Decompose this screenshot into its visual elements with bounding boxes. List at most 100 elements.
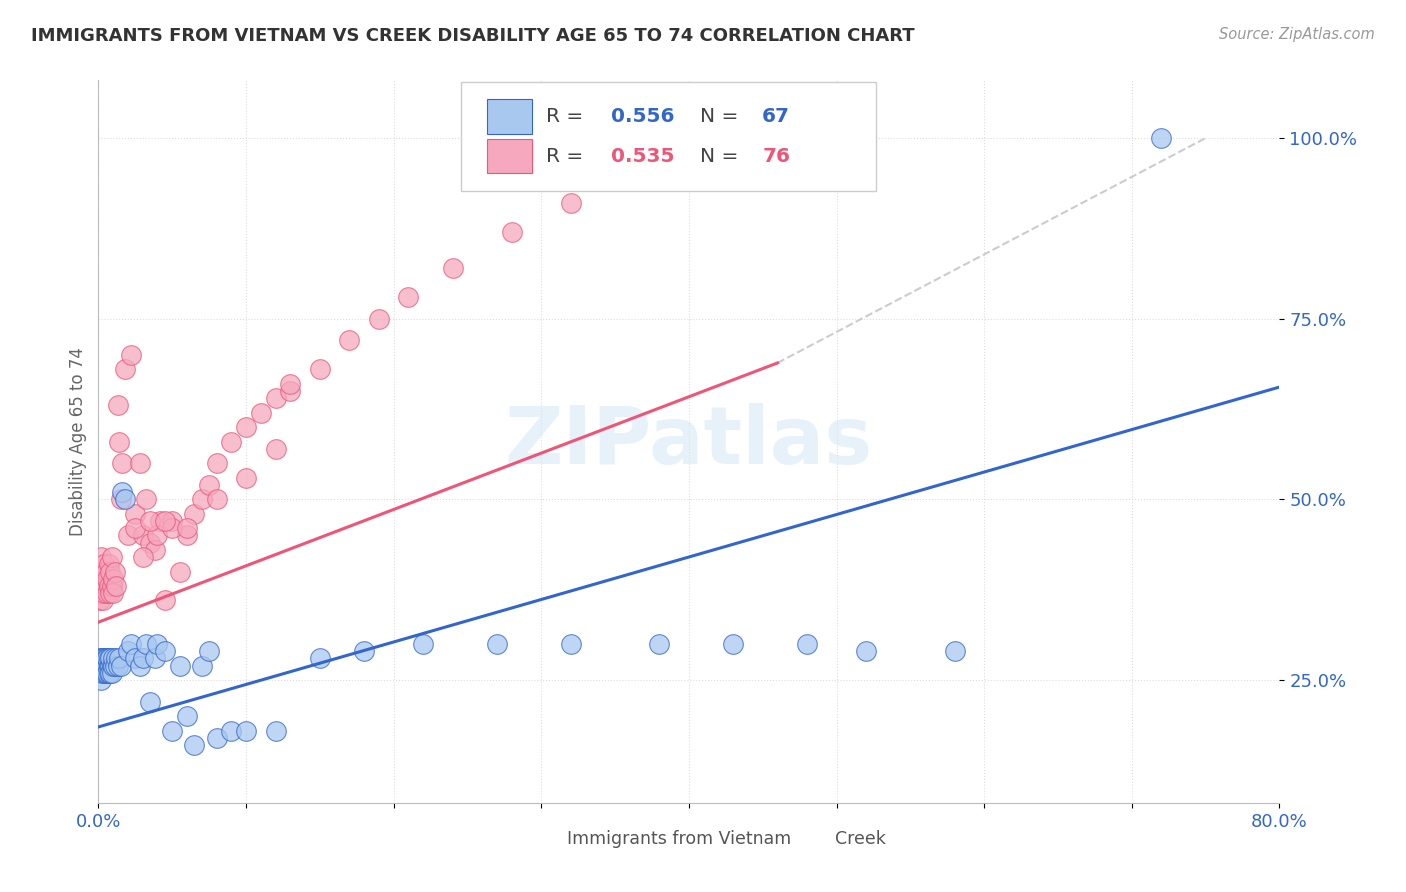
Point [111,456,134,470]
Point [110,658,132,673]
Point [309,651,332,665]
Point [398,290,420,304]
Point [143,651,166,665]
Point [139,695,162,709]
Point [107,658,129,673]
Point [198,478,221,492]
Point [91,651,114,665]
Point [91,565,114,579]
Point [103,572,125,586]
Point [264,723,287,738]
Point [91,579,114,593]
Point [93,586,115,600]
Point [560,196,582,211]
Point [89,651,111,665]
Point [120,348,142,362]
Point [90,550,112,565]
Text: Immigrants from Vietnam: Immigrants from Vietnam [567,830,792,847]
Point [264,391,287,405]
Point [111,485,134,500]
Point [153,514,176,528]
Text: Source: ZipAtlas.com: Source: ZipAtlas.com [1219,27,1375,42]
Point [93,651,115,665]
Point [97,651,120,665]
Point [103,586,125,600]
Point [120,637,142,651]
Point [94,665,117,680]
FancyBboxPatch shape [486,99,531,134]
Point [100,579,122,593]
Point [96,658,118,673]
Point [132,651,155,665]
Point [368,311,391,326]
Text: R =: R = [546,146,589,166]
Point [221,434,243,449]
Text: Creek: Creek [835,830,886,847]
Point [96,586,118,600]
Point [98,658,121,673]
Text: R =: R = [546,107,589,126]
Point [90,586,112,600]
Point [146,528,169,542]
Point [235,420,257,434]
Text: 67: 67 [762,107,790,126]
FancyBboxPatch shape [517,822,553,855]
Point [93,658,115,673]
Point [128,456,150,470]
Point [105,579,128,593]
Point [162,521,183,535]
Point [235,723,257,738]
Point [855,644,877,658]
Point [124,521,146,535]
Text: N =: N = [700,107,744,126]
Text: 0.556: 0.556 [612,107,675,126]
Point [97,658,120,673]
Point [501,225,523,239]
Point [176,709,198,723]
Point [162,723,183,738]
Point [169,658,191,673]
Point [105,651,128,665]
Text: ZIPatlas: ZIPatlas [505,402,873,481]
Point [117,644,139,658]
Point [100,658,122,673]
Point [264,442,287,456]
Point [153,593,176,607]
Point [91,658,114,673]
Point [114,362,136,376]
Point [139,535,162,549]
Point [94,658,117,673]
Point [117,528,139,542]
Point [135,637,157,651]
Point [96,651,118,665]
Point [89,593,111,607]
Point [97,665,120,680]
Text: N =: N = [700,146,744,166]
Point [162,514,183,528]
Point [103,651,125,665]
Point [89,565,111,579]
Y-axis label: Disability Age 65 to 74: Disability Age 65 to 74 [69,347,87,536]
Point [183,738,205,752]
Point [339,334,361,348]
Point [108,651,131,665]
Point [91,665,114,680]
Point [93,665,115,680]
Point [90,658,112,673]
Point [132,550,155,565]
Point [100,665,122,680]
Point [108,434,131,449]
Point [90,673,112,687]
Point [128,658,150,673]
Point [146,637,169,651]
Point [943,644,966,658]
Point [143,542,166,557]
Point [100,550,122,565]
Point [132,528,155,542]
Point [98,651,121,665]
Point [723,160,745,174]
Point [678,153,700,167]
Text: 0.535: 0.535 [612,146,675,166]
Point [412,637,434,651]
Point [97,558,120,572]
